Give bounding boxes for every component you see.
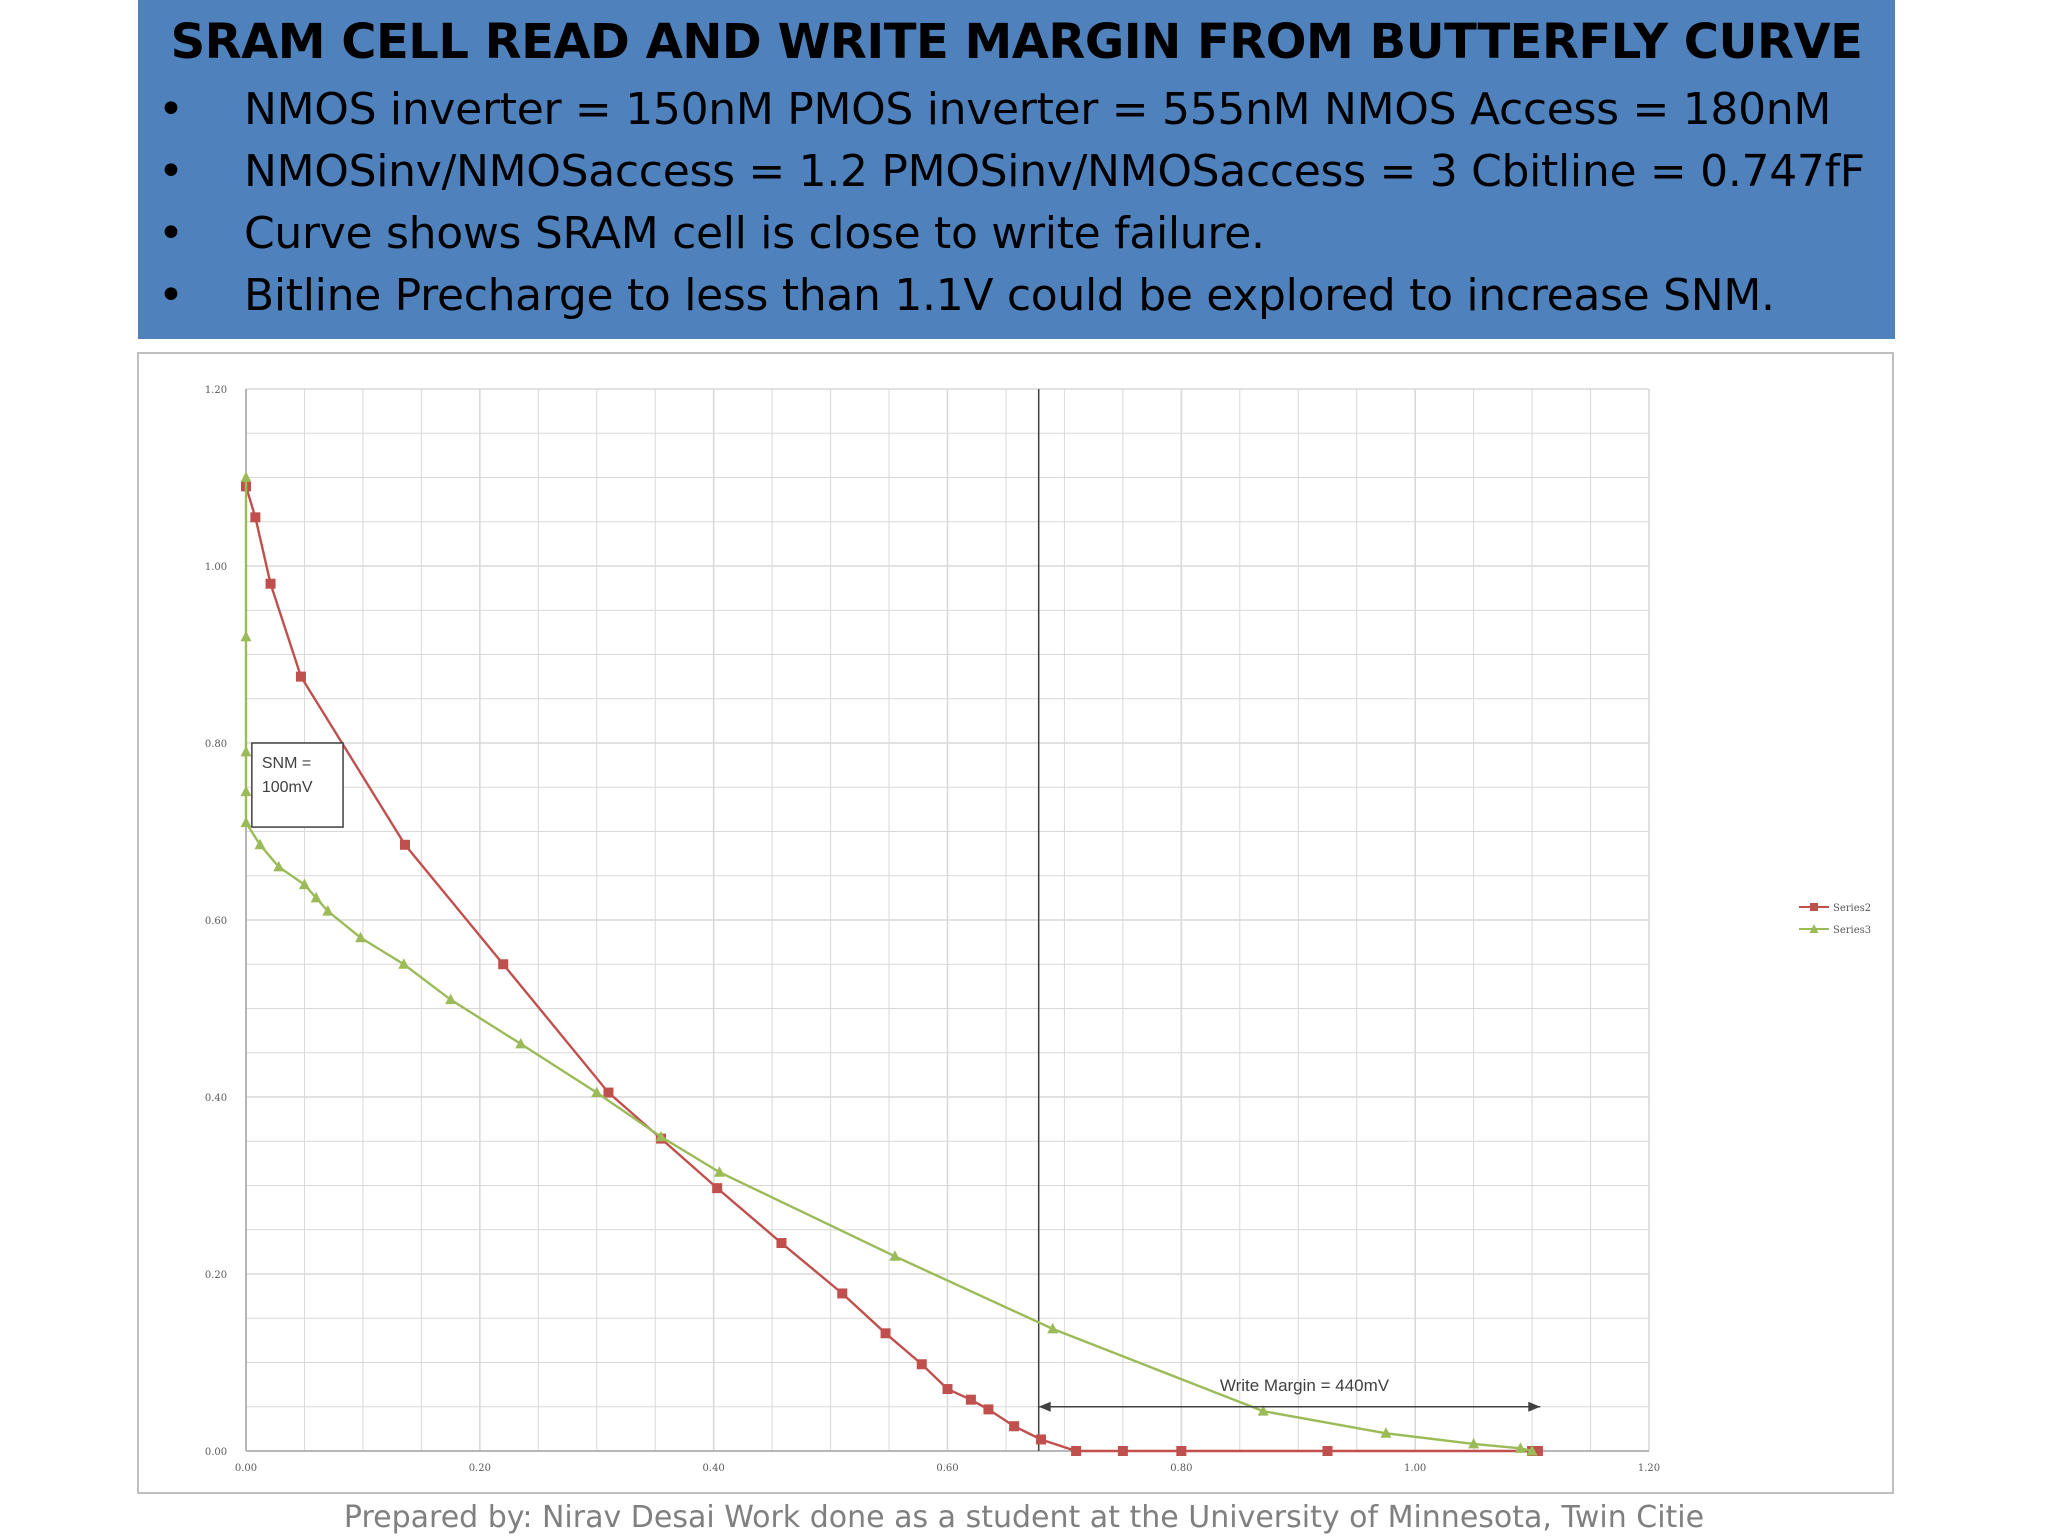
data-point xyxy=(889,1250,901,1261)
data-point xyxy=(1047,1322,1059,1334)
data-point xyxy=(273,860,285,872)
bullet-text: Bitline Precharge to less than 1.1V coul… xyxy=(244,270,1775,321)
data-point xyxy=(400,839,411,850)
data-point xyxy=(591,1086,603,1098)
legend-marker xyxy=(1810,903,1818,911)
series-line-series2 xyxy=(244,486,1538,1453)
data-point xyxy=(240,745,252,757)
x-tick-label: 0.40 xyxy=(703,1463,725,1474)
footer-credit: Prepared by: Nirav Desai Work done as a … xyxy=(343,1500,1705,1535)
x-tick-label: 0.00 xyxy=(235,1463,257,1474)
y-tick-label: 1.20 xyxy=(205,385,227,396)
bullet-text: NMOSinv/NMOSaccess = 1.2 PMOSinv/NMOSacc… xyxy=(244,146,1865,197)
data-point xyxy=(322,905,334,916)
chart-area: 0.00 0.20 0.40 0.60 0.80 1.00 1.20 0.00 0.20 0.40… xyxy=(137,352,1894,1494)
data-point xyxy=(714,1166,726,1177)
y-tick-label: 1.00 xyxy=(205,562,227,573)
y-tick-label: 0.80 xyxy=(205,739,227,750)
data-point xyxy=(298,878,310,890)
legend-label: Series2 xyxy=(1833,903,1871,914)
bullet-text: NMOS inverter = 150nM PMOS inverter = 55… xyxy=(244,84,1832,135)
data-point xyxy=(1526,1445,1538,1456)
data-point xyxy=(250,512,261,523)
data-point xyxy=(295,671,306,682)
x-tick-label: 1.00 xyxy=(1404,1463,1426,1474)
data-point xyxy=(240,785,252,797)
data-point xyxy=(1009,1421,1020,1432)
arrowhead-left-icon xyxy=(1038,1401,1051,1412)
data-point xyxy=(1322,1446,1333,1456)
data-point xyxy=(655,1130,667,1142)
x-tick-label: 0.60 xyxy=(936,1463,958,1474)
slide-header: SRAM CELL READ AND WRITE MARGIN FROM BUT… xyxy=(138,0,1895,339)
data-point xyxy=(1176,1446,1187,1456)
data-point xyxy=(265,578,276,589)
data-point xyxy=(1257,1405,1269,1416)
data-point xyxy=(240,630,252,642)
write-margin-label: Write Margin = 440mV xyxy=(1220,1376,1390,1395)
x-tick-label: 0.80 xyxy=(1170,1463,1192,1474)
slide-title: SRAM CELL READ AND WRITE MARGIN FROM BUT… xyxy=(170,14,1863,70)
data-point xyxy=(240,471,252,482)
data-point xyxy=(1380,1427,1392,1438)
data-point xyxy=(1036,1434,1047,1445)
y-tick-label: 0.40 xyxy=(205,1093,227,1104)
data-point xyxy=(498,959,509,970)
data-point xyxy=(240,816,252,828)
bullet-dot: • xyxy=(158,270,184,321)
data-point xyxy=(603,1087,614,1098)
snm-annotation-text: 100mV xyxy=(262,779,313,796)
data-point xyxy=(254,838,266,850)
legend-label: Series3 xyxy=(1833,925,1871,936)
butterfly-curve-chart: 0.00 0.20 0.40 0.60 0.80 1.00 1.20 0.00 0.20 0.40… xyxy=(205,385,1871,1474)
y-tick-label: 0.00 xyxy=(205,1447,227,1458)
data-point xyxy=(1514,1442,1526,1453)
data-point xyxy=(712,1183,723,1194)
bullet-dot: • xyxy=(158,146,184,197)
data-point xyxy=(880,1328,891,1339)
x-tick-label: 1.20 xyxy=(1638,1463,1660,1474)
data-point xyxy=(445,993,457,1005)
bullet-dot: • xyxy=(158,84,184,135)
data-point xyxy=(942,1384,953,1395)
data-point xyxy=(1071,1446,1082,1456)
data-point xyxy=(965,1394,976,1405)
x-tick-label: 0.20 xyxy=(469,1463,491,1474)
data-point xyxy=(398,958,410,969)
data-point xyxy=(983,1404,994,1415)
bullet-text: Curve shows SRAM cell is close to write … xyxy=(244,208,1265,259)
bullet-dot: • xyxy=(158,208,184,259)
snm-annotation-text: SNM = xyxy=(262,755,311,772)
data-point xyxy=(310,891,322,903)
y-tick-label: 0.60 xyxy=(205,916,227,927)
data-point xyxy=(1532,1446,1543,1456)
legend-marker xyxy=(1809,924,1819,933)
snm-annotation-box xyxy=(251,742,344,828)
arrowhead-right-icon xyxy=(1528,1401,1541,1412)
data-point xyxy=(776,1238,787,1249)
data-point xyxy=(1468,1437,1480,1449)
data-point xyxy=(355,931,367,943)
y-tick-label: 0.20 xyxy=(205,1270,227,1281)
data-point xyxy=(916,1359,927,1370)
data-point xyxy=(837,1288,848,1299)
data-point xyxy=(1117,1446,1128,1456)
data-point xyxy=(515,1037,527,1049)
